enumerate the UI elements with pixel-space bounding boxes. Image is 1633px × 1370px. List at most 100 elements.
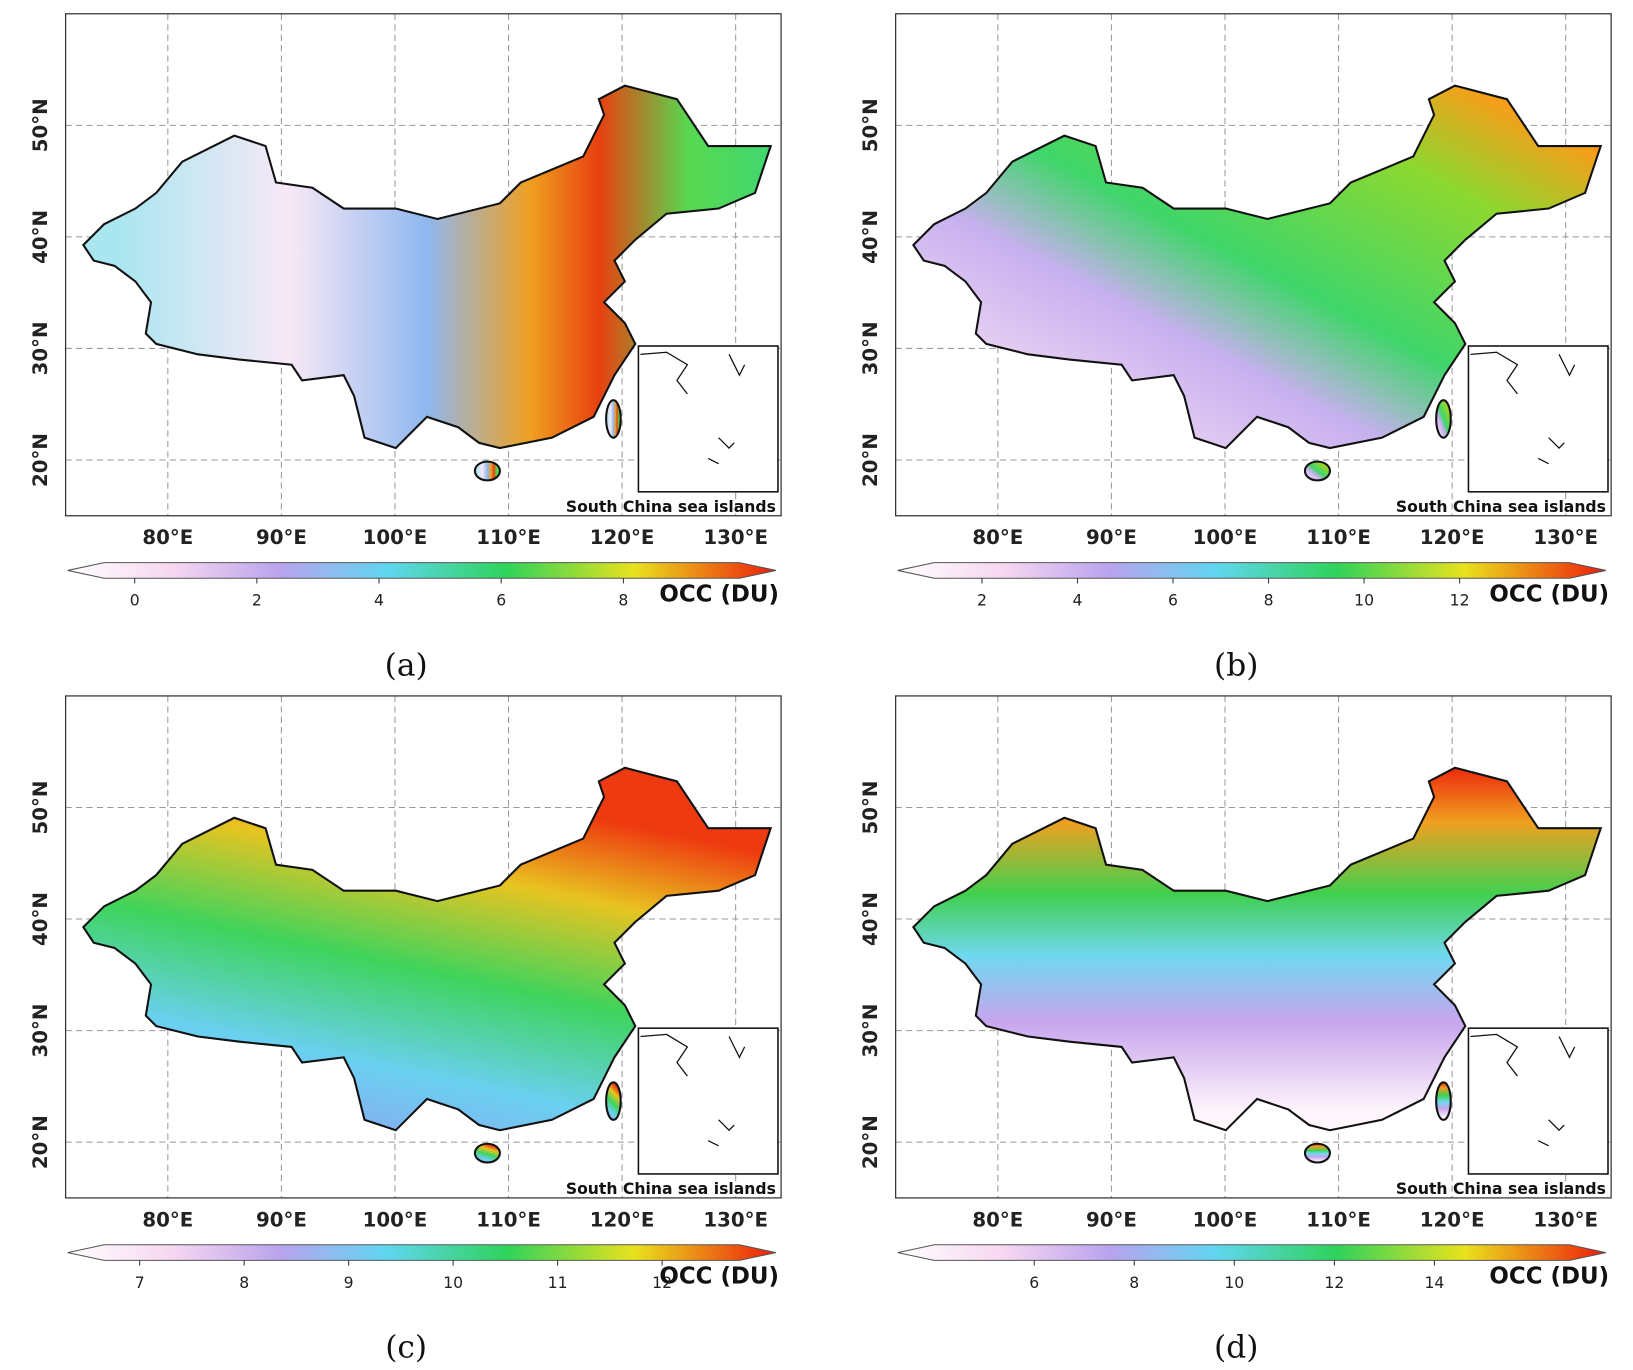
x-tick-label: 130°E xyxy=(703,1208,768,1231)
colorbar-tick-label: 4 xyxy=(1073,592,1083,610)
y-tick-label: 50°N xyxy=(29,781,52,835)
panel: 80°E 90°E 100°E 110°E 120°E 130°E 20°N 30°N 40°N… xyxy=(859,695,1612,1365)
colorbar xyxy=(67,562,776,579)
x-tick-label: 100°E xyxy=(363,1208,428,1231)
panel-label: (c) xyxy=(385,1329,427,1365)
taiwan xyxy=(605,1081,622,1121)
colorbar-tick-label: 12 xyxy=(652,1274,672,1292)
x-tick-label: 100°E xyxy=(1193,1208,1258,1231)
colorbar-label: OCC (DU) xyxy=(1489,581,1609,607)
inset-label: South China sea islands xyxy=(1396,1180,1606,1198)
x-tick-label: 110°E xyxy=(476,526,541,549)
colorbar-tick-label: 11 xyxy=(548,1274,568,1292)
x-tick-label: 120°E xyxy=(590,526,655,549)
panel-label: (b) xyxy=(1214,647,1258,683)
inset-coast xyxy=(640,1033,746,1147)
colorbar-tick-label: 10 xyxy=(1224,1274,1244,1292)
x-tick-label: 100°E xyxy=(363,526,428,549)
hainan xyxy=(473,460,501,482)
colorbar-tick-label: 4 xyxy=(374,592,384,610)
inset-coast xyxy=(1470,1033,1576,1147)
x-tick-label: 120°E xyxy=(1420,1208,1485,1231)
hainan xyxy=(1303,1142,1331,1164)
x-tick-label: 90°E xyxy=(1086,526,1137,549)
colorbar xyxy=(897,562,1607,579)
panel-label: (d) xyxy=(1214,1329,1258,1365)
x-tick-label: 120°E xyxy=(590,1208,655,1231)
inset-label: South China sea islands xyxy=(566,1180,776,1198)
colorbar-tick-label: 8 xyxy=(618,592,628,610)
x-tick-label: 80°E xyxy=(142,526,193,549)
colorbar-tick-label: 8 xyxy=(1129,1274,1139,1292)
y-tick-label: 20°N xyxy=(29,1115,52,1169)
y-tick-label: 30°N xyxy=(29,1004,52,1058)
map-frame xyxy=(895,13,1612,517)
y-tick-label: 20°N xyxy=(859,433,882,487)
colorbar-tick-label: 2 xyxy=(252,592,262,610)
x-tick-label: 110°E xyxy=(1306,526,1371,549)
x-tick-label: 130°E xyxy=(1533,526,1598,549)
hainan xyxy=(473,1142,501,1164)
inset-frame xyxy=(637,1027,779,1175)
inset-coast xyxy=(1470,351,1576,465)
colorbar-tick-label: 12 xyxy=(1324,1274,1344,1292)
x-tick-label: 120°E xyxy=(1420,526,1485,549)
colorbar-label: OCC (DU) xyxy=(1489,1264,1609,1290)
x-tick-label: 130°E xyxy=(703,526,768,549)
x-tick-label: 80°E xyxy=(142,1208,193,1231)
inset-frame xyxy=(637,345,779,493)
inset-label: South China sea islands xyxy=(566,498,776,516)
colorbar-tick-label: 6 xyxy=(1029,1274,1039,1292)
y-tick-label: 40°N xyxy=(859,210,882,264)
y-tick-label: 40°N xyxy=(29,892,52,946)
taiwan xyxy=(1435,399,1452,439)
panel: 80°E 90°E 100°E 110°E 120°E 130°E 20°N 30°N 40°N… xyxy=(29,695,782,1365)
colorbar-tick-label: 0 xyxy=(130,592,140,610)
y-tick-label: 40°N xyxy=(859,892,882,946)
colorbar xyxy=(897,1244,1607,1261)
inset-frame xyxy=(1467,345,1609,493)
map-frame xyxy=(64,695,782,1199)
y-tick-label: 50°N xyxy=(859,98,882,152)
colorbar-tick-label: 2 xyxy=(977,592,987,610)
colorbar-tick-label: 9 xyxy=(344,1274,354,1292)
panel: 80°E 90°E 100°E 110°E 120°E 130°E 20°N 30°N 40°N… xyxy=(29,13,782,683)
x-tick-label: 110°E xyxy=(1306,1208,1371,1231)
x-tick-label: 90°E xyxy=(1086,1208,1137,1231)
inset-coast xyxy=(640,351,746,465)
map-frame xyxy=(64,13,782,517)
y-tick-label: 30°N xyxy=(29,321,52,375)
colorbar-tick-label: 7 xyxy=(135,1274,145,1292)
colorbar-label: OCC (DU) xyxy=(659,1264,779,1290)
x-tick-label: 90°E xyxy=(256,1208,307,1231)
x-tick-label: 100°E xyxy=(1193,526,1258,549)
colorbar-label: OCC (DU) xyxy=(659,581,779,607)
colorbar-tick-label: 10 xyxy=(443,1274,463,1292)
x-tick-label: 80°E xyxy=(972,1208,1023,1231)
y-tick-label: 20°N xyxy=(29,433,52,487)
colorbar xyxy=(67,1244,776,1261)
x-tick-label: 90°E xyxy=(256,526,307,549)
panel: 80°E 90°E 100°E 110°E 120°E 130°E 20°N 30°N 40°N… xyxy=(859,13,1612,683)
y-tick-label: 30°N xyxy=(859,321,882,375)
colorbar-tick-label: 6 xyxy=(1168,592,1178,610)
map-frame xyxy=(895,695,1612,1199)
taiwan xyxy=(1435,1081,1452,1121)
y-tick-label: 50°N xyxy=(29,98,52,152)
colorbar-tick-label: 12 xyxy=(1450,592,1470,610)
panel-label: (a) xyxy=(385,647,428,683)
colorbar-tick-label: 14 xyxy=(1424,1274,1444,1292)
inset-label: South China sea islands xyxy=(1396,498,1606,516)
y-tick-label: 20°N xyxy=(859,1115,882,1169)
y-tick-label: 30°N xyxy=(859,1004,882,1058)
x-tick-label: 80°E xyxy=(972,526,1023,549)
inset-frame xyxy=(1467,1027,1609,1175)
colorbar-tick-label: 6 xyxy=(496,592,506,610)
taiwan xyxy=(605,399,622,439)
x-tick-label: 110°E xyxy=(476,1208,541,1231)
colorbar-tick-label: 8 xyxy=(1264,592,1274,610)
x-tick-label: 130°E xyxy=(1533,1208,1598,1231)
hainan xyxy=(1303,460,1331,482)
